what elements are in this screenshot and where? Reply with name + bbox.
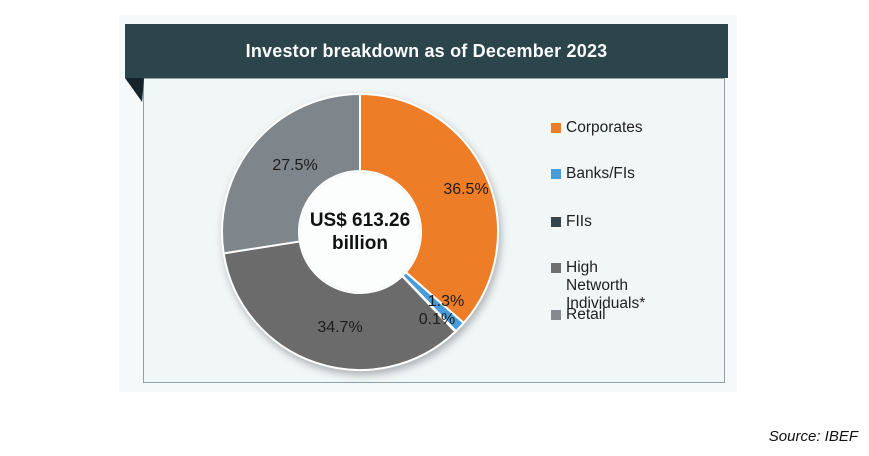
legend-label-corporates: Corporates [566,119,643,136]
slice-label-banks-fis: 1.3% [427,293,465,310]
legend-swatch-fiis [551,217,561,227]
donut-hole [300,172,420,292]
center-label-value: US$ 613.26 [309,210,411,231]
chart-title: Investor breakdown as of December 2023 [245,40,608,61]
legend-swatch-banks-fis [551,169,561,179]
legend-label-fiis: FIIs [566,213,592,230]
legend-item-fiis: FIIs [551,213,592,231]
slice-label-retail: 27.5% [272,157,318,174]
slice-label-high-networth-individuals: 34.7% [317,319,363,336]
donut-center-label: US$ 613.26 billion [310,209,410,255]
center-label-unit: billion [332,233,388,254]
legend-item-retail: Retail [551,306,606,324]
slice-label-corporates: 36.5% [443,181,489,198]
legend-item-high-networth-individuals: High Networth Individuals* [551,259,645,313]
pie-slice-retail [221,92,361,255]
pie-slice-corporates [359,92,499,325]
slice-label-fiis: 0.1% [418,311,456,328]
legend-label-high-networth-individuals: High Networth Individuals* [566,259,646,312]
pie-slice-high-networth-individuals [222,240,457,371]
chart-title-bar: Investor breakdown as of December 2023 [125,24,728,78]
legend-item-corporates: Corporates [551,119,643,137]
legend-label-banks-fis: Banks/FIs [566,165,635,182]
legend-swatch-high-networth-individuals [551,263,561,273]
legend-swatch-corporates [551,123,561,133]
legend-swatch-retail [551,310,561,320]
legend-label-retail: Retail [566,306,606,323]
legend-item-banks-fis: Banks/FIs [551,165,635,183]
source-note: Source: IBEF [768,428,858,445]
donut-chart [221,92,499,371]
